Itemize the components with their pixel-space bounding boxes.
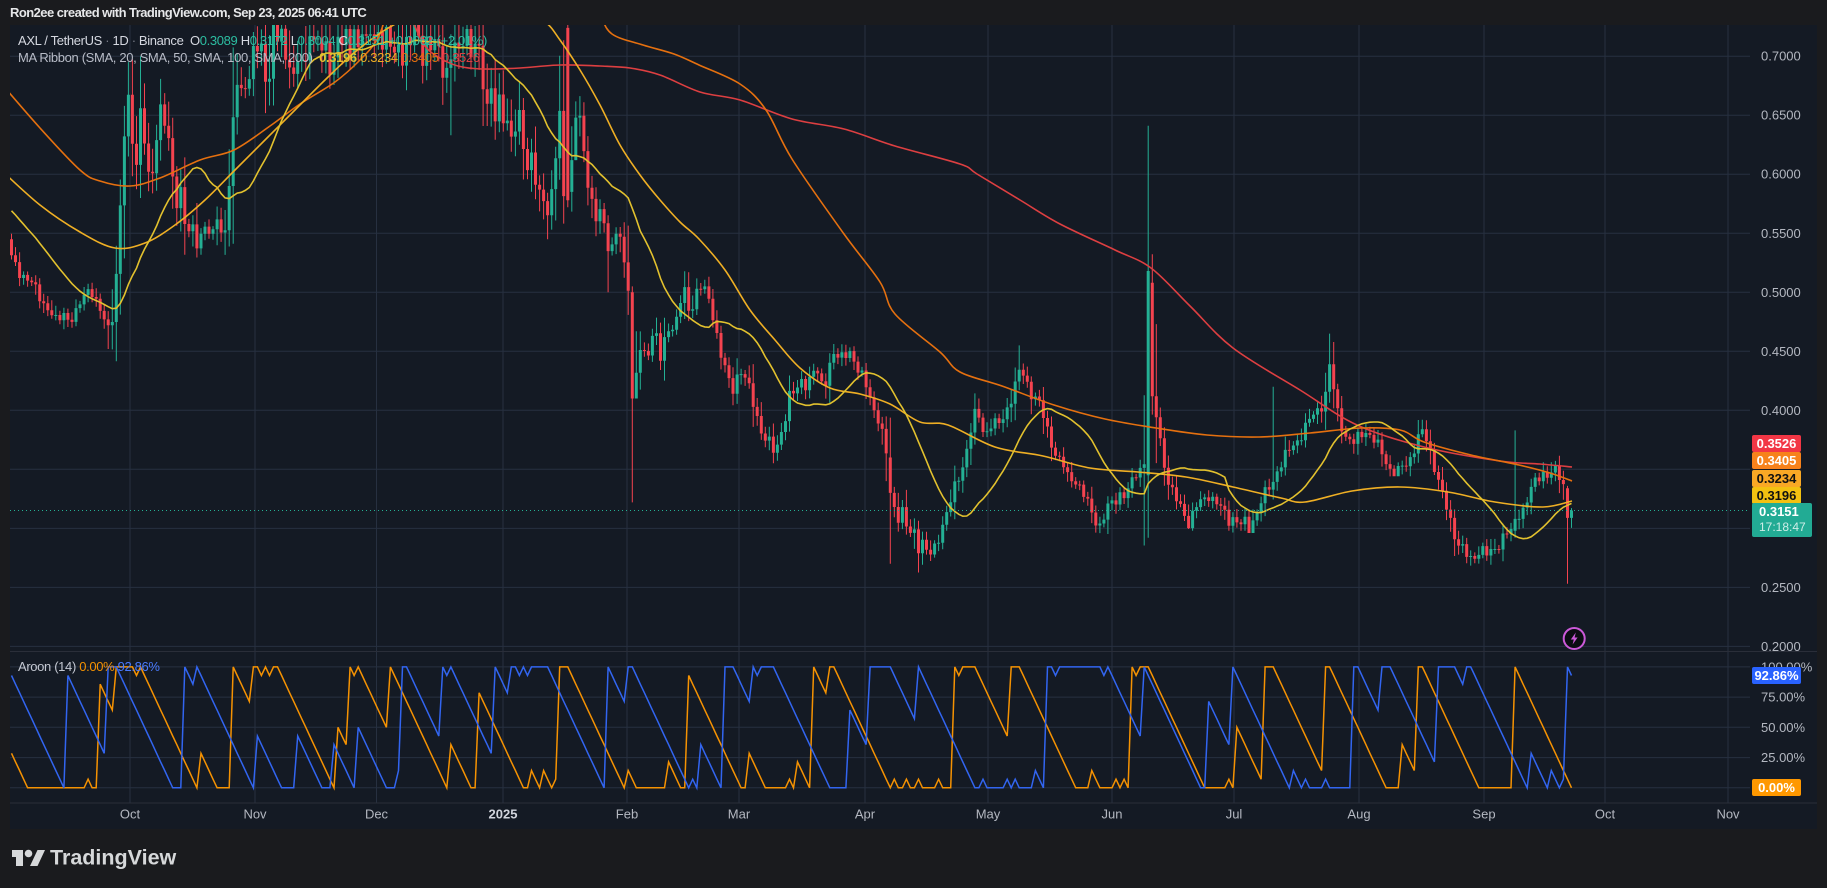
- svg-text:Nov: Nov: [243, 807, 267, 822]
- svg-text:0.7000: 0.7000: [1761, 49, 1801, 64]
- svg-text:0.5000: 0.5000: [1761, 285, 1801, 300]
- svg-text:Feb: Feb: [616, 807, 638, 822]
- svg-text:Jun: Jun: [1102, 807, 1123, 822]
- svg-text:0.4000: 0.4000: [1761, 403, 1801, 418]
- svg-text:Mar: Mar: [728, 807, 751, 822]
- svg-text:Oct: Oct: [1595, 807, 1616, 822]
- svg-text:Apr: Apr: [855, 807, 876, 822]
- svg-text:50.00%: 50.00%: [1761, 720, 1806, 735]
- svg-text:May: May: [976, 807, 1001, 822]
- svg-text:Sep: Sep: [1472, 807, 1495, 822]
- svg-text:Jul: Jul: [1226, 807, 1243, 822]
- svg-text:2025: 2025: [489, 807, 518, 822]
- svg-text:TradingView: TradingView: [50, 846, 177, 870]
- svg-text:0.5500: 0.5500: [1761, 226, 1801, 241]
- svg-text:0.2000: 0.2000: [1761, 639, 1801, 654]
- svg-text:Aug: Aug: [1347, 807, 1370, 822]
- svg-text:0.6000: 0.6000: [1761, 167, 1801, 182]
- svg-text:0.4500: 0.4500: [1761, 344, 1801, 359]
- svg-text:Dec: Dec: [365, 807, 389, 822]
- svg-text:Oct: Oct: [120, 807, 141, 822]
- svg-text:0.2500: 0.2500: [1761, 580, 1801, 595]
- svg-text:0.6500: 0.6500: [1761, 108, 1801, 123]
- svg-text:Nov: Nov: [1716, 807, 1740, 822]
- svg-text:25.00%: 25.00%: [1761, 750, 1806, 765]
- svg-text:75.00%: 75.00%: [1761, 690, 1806, 705]
